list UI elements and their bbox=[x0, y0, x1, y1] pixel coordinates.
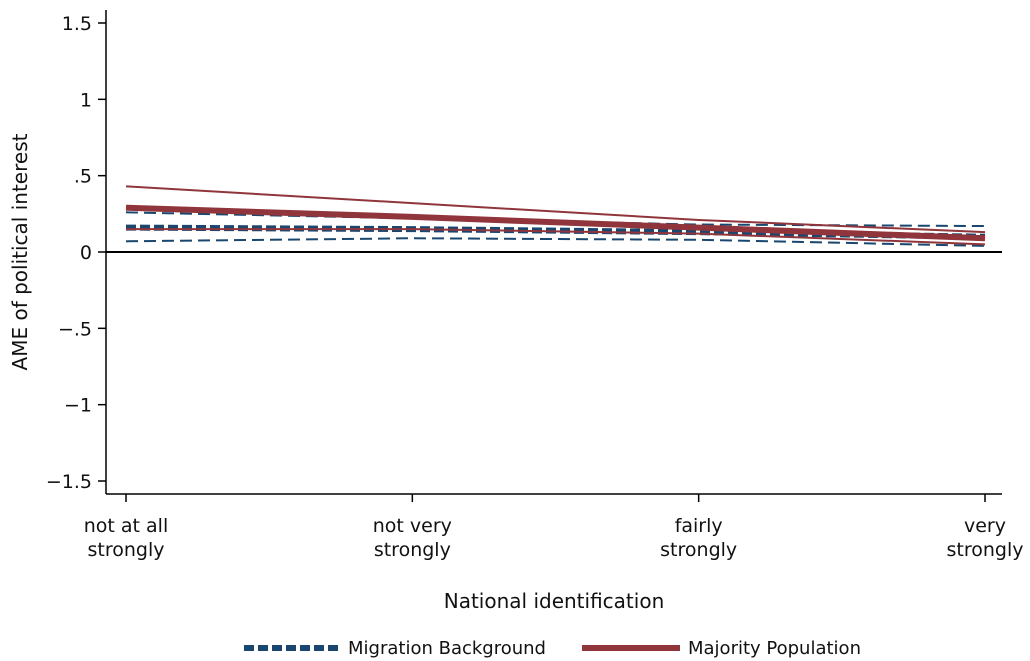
axes: −1.5 −1 −.5 0 .5 1 1.5 not at all strongly not ve… bbox=[46, 10, 1024, 561]
y-tick-label: 0 bbox=[80, 242, 92, 264]
y-tick-label: −1 bbox=[64, 395, 92, 417]
x-axis-title: National identification bbox=[444, 589, 665, 613]
x-tick-label: not very strongly bbox=[373, 515, 452, 561]
y-tick-label: −1.5 bbox=[46, 471, 92, 493]
majority-population-ci-upper-line bbox=[125, 185, 986, 234]
majority-population-estimate-line bbox=[125, 204, 986, 242]
x-tick-label: not at all strongly bbox=[84, 515, 169, 561]
x-tick-label: very strongly bbox=[947, 515, 1024, 561]
x-tick-label: fairly strongly bbox=[660, 515, 737, 561]
legend-label-majority-population: Majority Population bbox=[688, 638, 861, 659]
legend: Migration Background Majority Population bbox=[244, 638, 861, 659]
majority-population-ci-lower-line bbox=[126, 228, 986, 246]
y-tick-label: 1.5 bbox=[62, 13, 92, 35]
y-tick-label: .5 bbox=[74, 166, 92, 188]
y-tick-label: −.5 bbox=[58, 318, 92, 340]
legend-label-migration-background: Migration Background bbox=[348, 638, 546, 659]
y-axis-title: AME of political interest bbox=[8, 133, 32, 370]
y-tick-label: 1 bbox=[80, 89, 92, 111]
plot-area bbox=[106, 185, 1002, 253]
